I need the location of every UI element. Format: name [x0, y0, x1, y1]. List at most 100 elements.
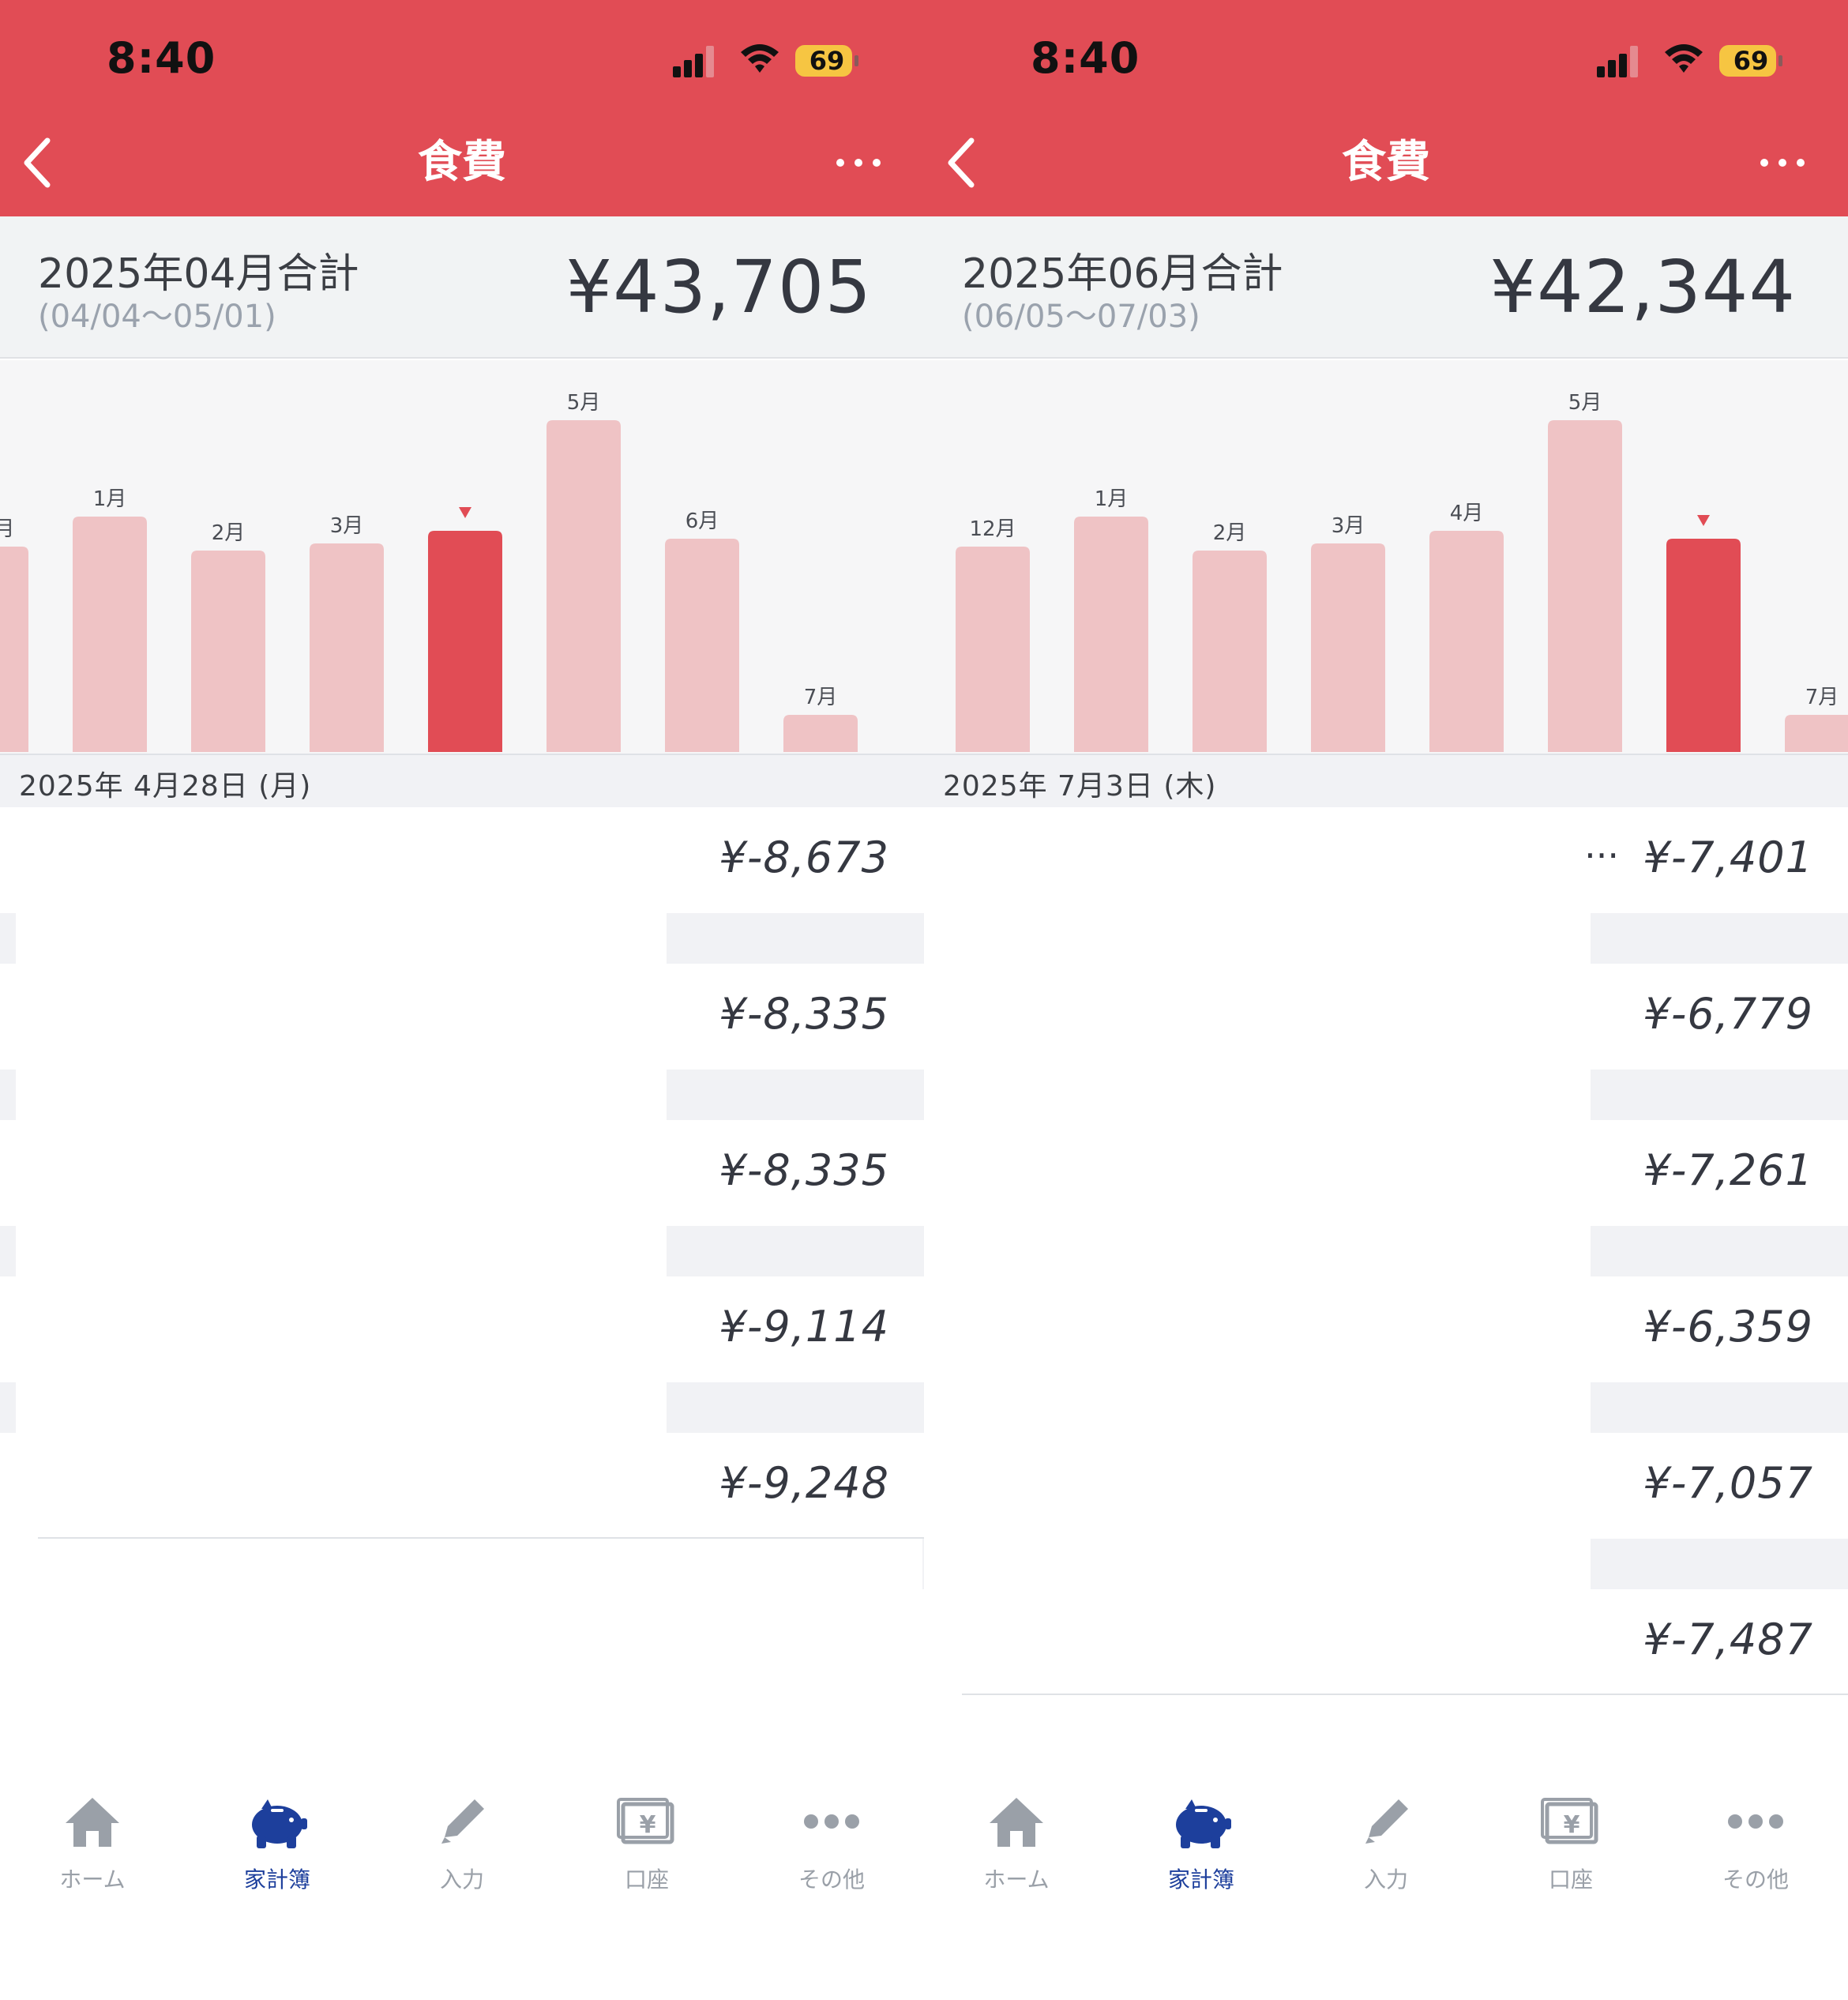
list-item[interactable]: ··· ¥-7,401 [924, 807, 1848, 913]
chart-bar[interactable] [1193, 551, 1267, 752]
phone-screen-april: 8:40 69 食費 2025年04月合計 (04/04～05/01) ¥43,… [0, 0, 924, 1929]
chart-month-label: 7月 [804, 686, 838, 709]
list-item[interactable]: ¥-9,114 [0, 1276, 924, 1382]
tab-label: 口座 [1548, 1867, 1593, 1893]
tab-home[interactable]: ホーム [0, 1787, 185, 1929]
chart-month-label: 5月 [1568, 391, 1602, 415]
tab-household-book[interactable]: 家計簿 [185, 1787, 370, 1929]
chart-month-label: 2月 [212, 521, 246, 545]
chart-bar[interactable] [0, 547, 28, 752]
more-dots-icon [804, 1814, 859, 1829]
chart-bar[interactable] [1429, 531, 1504, 752]
tab-input[interactable]: 入力 [370, 1787, 554, 1929]
chart-bar[interactable] [1074, 517, 1148, 752]
page-title: 食費 [418, 137, 506, 188]
chart-bar[interactable] [428, 531, 502, 752]
list-item[interactable]: ¥-9,248 [0, 1433, 924, 1539]
row-divider [667, 1382, 924, 1433]
tab-account[interactable]: ¥ 口座 [1478, 1787, 1663, 1929]
transaction-amount: ¥-6,359 [1643, 1302, 1813, 1352]
transaction-amount: ¥-8,335 [719, 989, 889, 1039]
chart-bar[interactable] [1311, 543, 1385, 752]
chart-month-label: 1月 [1095, 487, 1129, 511]
battery-icon [795, 45, 858, 77]
list-item[interactable]: ¥-8,335 [0, 1120, 924, 1226]
more-dots-icon [1728, 1814, 1783, 1829]
list-item[interactable]: ¥-7,487 [924, 1589, 1848, 1695]
tab-other[interactable]: その他 [1663, 1787, 1848, 1929]
tab-household-book[interactable]: 家計簿 [1109, 1787, 1294, 1929]
chart-month-label: 3月 [1332, 514, 1365, 538]
status-time: 8:40 [107, 33, 216, 83]
row-divider [667, 1226, 924, 1276]
row-divider [667, 913, 924, 964]
home-icon [66, 1798, 119, 1847]
tab-home[interactable]: ホーム [924, 1787, 1109, 1929]
date-section-header: 2025年 4月28日 (月) [0, 755, 924, 807]
row-divider [0, 1070, 16, 1120]
more-options-icon[interactable] [1755, 145, 1810, 180]
list-item[interactable]: ¥-7,261 [924, 1120, 1848, 1226]
summary-total: ¥42,344 [1489, 245, 1796, 329]
row-divider [922, 1539, 924, 1589]
row-divider [667, 1070, 924, 1120]
tab-other[interactable]: その他 [739, 1787, 924, 1929]
battery-level: 69 [1733, 46, 1769, 76]
tab-account[interactable]: ¥ 口座 [554, 1787, 739, 1929]
back-chevron-icon[interactable] [14, 133, 62, 193]
tab-label: 口座 [624, 1867, 669, 1893]
list-item[interactable]: ¥-8,335 [0, 964, 924, 1070]
row-divider [0, 913, 16, 964]
chart-bar[interactable] [1785, 715, 1848, 752]
monthly-summary: 2025年06月合計 (06/05～07/03) ¥42,344 [924, 216, 1848, 359]
chart-month-label: 2月 [1213, 521, 1247, 545]
row-more-text: ··· [1584, 834, 1619, 877]
chart-month-label: 1月 [93, 487, 127, 511]
bar-chart-svg[interactable]: 12月 1月 2月 3月 5月 6月 7月 [0, 360, 924, 755]
tab-label: 入力 [1363, 1867, 1408, 1893]
monthly-bar-chart[interactable]: 12月 1月 2月 3月 5月 6月 7月 [0, 360, 924, 755]
list-item[interactable]: ¥-6,779 [924, 964, 1848, 1070]
list-item[interactable]: ¥-8,673 [0, 807, 924, 913]
transaction-amount: ¥-9,248 [719, 1458, 889, 1508]
chart-bar[interactable] [547, 420, 621, 752]
bottom-tab-bar: ホーム 家計簿 入力 ¥ [0, 1787, 924, 1929]
summary-range: (06/05～07/03) [962, 299, 1200, 335]
transaction-amount: ¥-7,487 [1643, 1615, 1813, 1664]
row-divider [1591, 1539, 1848, 1589]
list-item[interactable]: ¥-6,359 [924, 1276, 1848, 1382]
chart-bar[interactable] [310, 543, 384, 752]
chart-bar[interactable] [1666, 539, 1741, 752]
date-header-text: 2025年 4月28日 (月) [19, 770, 312, 803]
bar-chart-svg[interactable]: 12月 1月 2月 3月 4月 5月 7月 [924, 360, 1848, 755]
monthly-bar-chart[interactable]: 12月 1月 2月 3月 4月 5月 7月 [924, 360, 1848, 755]
row-divider [1591, 1382, 1848, 1433]
cellular-signal-icon [673, 46, 714, 77]
top-bar: 8:40 69 食費 [0, 0, 924, 216]
tab-input[interactable]: 入力 [1294, 1787, 1478, 1929]
chart-bar[interactable] [73, 517, 147, 752]
row-divider [1591, 1070, 1848, 1120]
yen-note-icon: ¥ [1541, 1798, 1598, 1844]
back-chevron-icon[interactable] [938, 133, 986, 193]
summary-title: 2025年06月合計 [962, 250, 1283, 298]
chart-bar[interactable] [783, 715, 858, 752]
more-options-icon[interactable] [831, 145, 886, 180]
list-end-line [38, 1537, 924, 1539]
chart-bar[interactable] [956, 547, 1030, 752]
chart-bar[interactable] [1548, 420, 1622, 752]
transaction-amount: ¥-7,261 [1643, 1145, 1813, 1195]
chart-bar[interactable] [191, 551, 265, 752]
tab-label: ホーム [983, 1867, 1050, 1893]
tab-label: ホーム [59, 1867, 126, 1893]
chart-bar[interactable] [665, 539, 739, 752]
bottom-tab-bar: ホーム 家計簿 入力 ¥ [924, 1787, 1848, 1929]
tab-label: その他 [798, 1867, 865, 1893]
wifi-icon [1665, 44, 1703, 73]
transaction-list: ¥-8,673 ¥-8,335 ¥-8,335 ¥-9,114 ¥-9,248 [0, 807, 924, 1755]
list-item[interactable]: ¥-7,057 [924, 1433, 1848, 1539]
chart-month-label: 12月 [0, 517, 15, 541]
transaction-amount: ¥-8,673 [719, 833, 889, 882]
summary-total: ¥43,705 [565, 245, 872, 329]
chart-month-label: 12月 [969, 517, 1016, 541]
